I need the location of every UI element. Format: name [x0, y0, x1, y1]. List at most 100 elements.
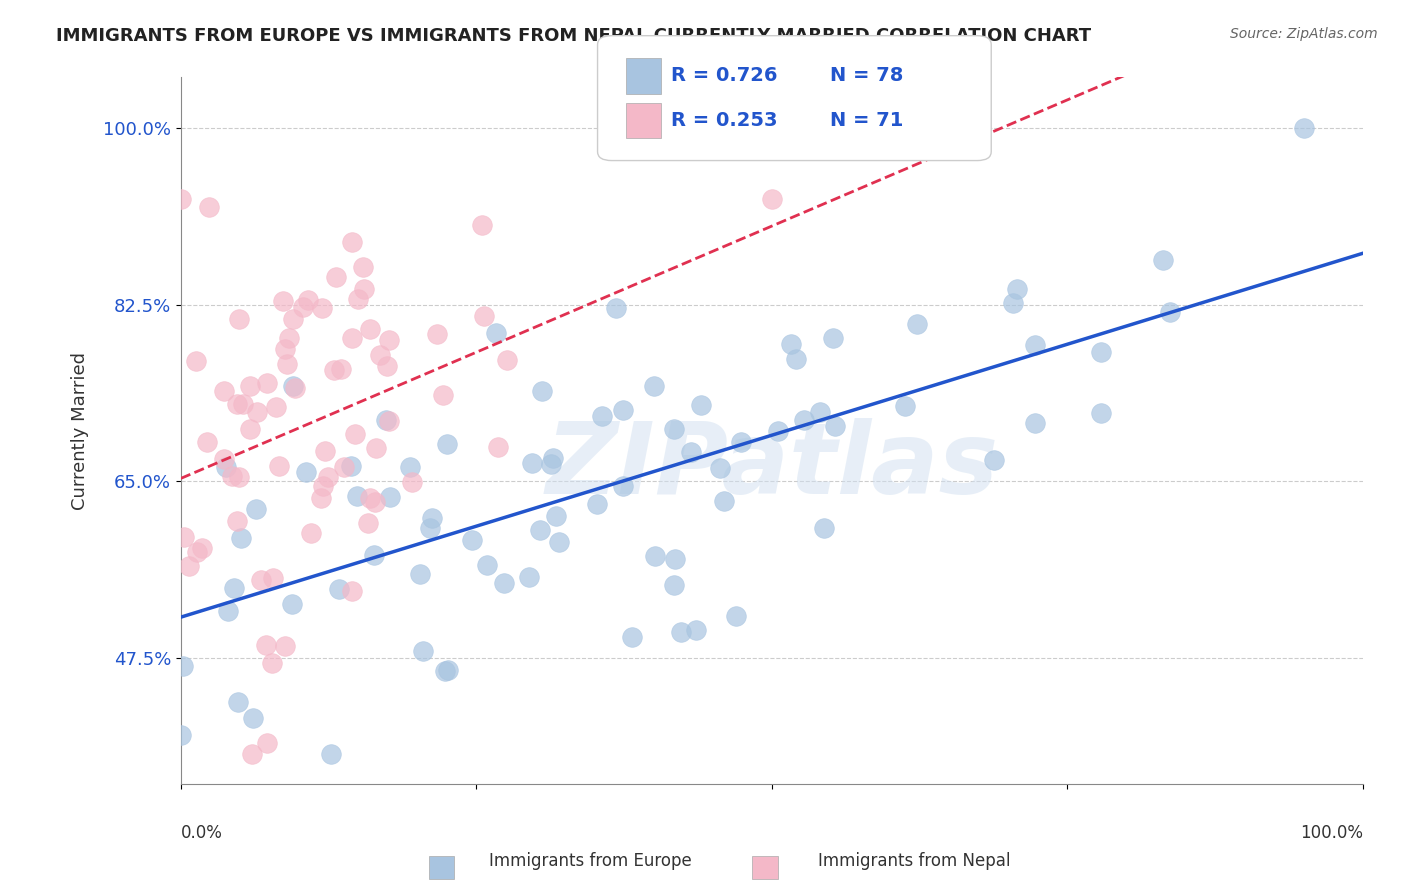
Point: [250, 573, 273, 587]
Point: [299, 526, 322, 541]
Point: [531, 384, 554, 399]
Point: [195, 435, 218, 450]
Point: [342, 331, 364, 345]
Point: [262, 656, 284, 670]
Point: [520, 456, 543, 470]
Point: [426, 327, 449, 342]
Point: [496, 352, 519, 367]
Point: [586, 497, 609, 511]
Text: 100.0%: 100.0%: [1301, 824, 1362, 842]
Point: [184, 354, 207, 368]
Point: [359, 322, 381, 336]
Point: [312, 479, 335, 493]
Point: [316, 470, 339, 484]
Point: [375, 359, 398, 373]
Point: [1090, 406, 1112, 420]
Text: N = 71: N = 71: [830, 111, 903, 130]
Point: [1002, 295, 1025, 310]
Point: [271, 293, 294, 308]
Point: [422, 511, 444, 525]
Point: [364, 495, 387, 509]
Point: [612, 479, 634, 493]
Point: [228, 470, 250, 484]
Point: [346, 292, 368, 306]
Point: [766, 424, 789, 438]
Point: [432, 388, 454, 402]
Point: [364, 442, 387, 456]
Point: [242, 747, 264, 761]
Point: [274, 342, 297, 356]
Point: [186, 545, 208, 559]
Point: [1159, 305, 1181, 319]
Point: [713, 493, 735, 508]
Point: [472, 309, 495, 323]
Point: [198, 200, 221, 214]
Text: R = 0.253: R = 0.253: [671, 111, 778, 130]
Point: [239, 379, 262, 393]
Point: [314, 444, 336, 458]
Point: [401, 475, 423, 489]
Point: [212, 451, 235, 466]
Point: [221, 468, 243, 483]
Text: N = 78: N = 78: [830, 66, 903, 86]
Point: [813, 521, 835, 535]
Point: [294, 465, 316, 479]
Point: [412, 644, 434, 658]
Point: [591, 409, 613, 424]
Point: [352, 260, 374, 274]
Point: [983, 452, 1005, 467]
Point: [232, 397, 254, 411]
Point: [780, 337, 803, 351]
Point: [492, 575, 515, 590]
Point: [605, 301, 627, 315]
Point: [190, 541, 212, 555]
Point: [486, 440, 509, 454]
Point: [1090, 344, 1112, 359]
Point: [357, 516, 380, 531]
Point: [278, 331, 301, 345]
Point: [436, 436, 458, 450]
Point: [311, 491, 333, 505]
Y-axis label: Currently Married: Currently Married: [72, 351, 89, 509]
Point: [346, 489, 368, 503]
Point: [226, 515, 249, 529]
Point: [793, 413, 815, 427]
Point: [340, 583, 363, 598]
Text: 0.0%: 0.0%: [181, 824, 222, 842]
Point: [378, 414, 401, 428]
Point: [264, 400, 287, 414]
Point: [340, 235, 363, 250]
Point: [484, 326, 506, 340]
Point: [276, 357, 298, 371]
Point: [761, 193, 783, 207]
Text: Immigrants from Europe: Immigrants from Europe: [489, 852, 692, 870]
Point: [724, 609, 747, 624]
Point: [332, 460, 354, 475]
Point: [1292, 120, 1315, 135]
Point: [679, 445, 702, 459]
Point: [612, 403, 634, 417]
Point: [529, 523, 551, 537]
Point: [894, 399, 917, 413]
Point: [325, 269, 347, 284]
Point: [225, 397, 247, 411]
Point: [541, 450, 564, 465]
Point: [172, 659, 194, 673]
Point: [375, 412, 398, 426]
Point: [343, 426, 366, 441]
Point: [246, 404, 269, 418]
Point: [353, 282, 375, 296]
Point: [544, 509, 567, 524]
Point: [378, 490, 401, 504]
Point: [1024, 337, 1046, 351]
Point: [434, 664, 457, 678]
Point: [905, 318, 928, 332]
Point: [229, 532, 252, 546]
Point: [359, 491, 381, 506]
Text: Immigrants from Nepal: Immigrants from Nepal: [818, 852, 1010, 870]
Point: [297, 293, 319, 308]
Point: [399, 459, 422, 474]
Point: [329, 362, 352, 376]
Point: [256, 736, 278, 750]
Point: [281, 312, 304, 326]
